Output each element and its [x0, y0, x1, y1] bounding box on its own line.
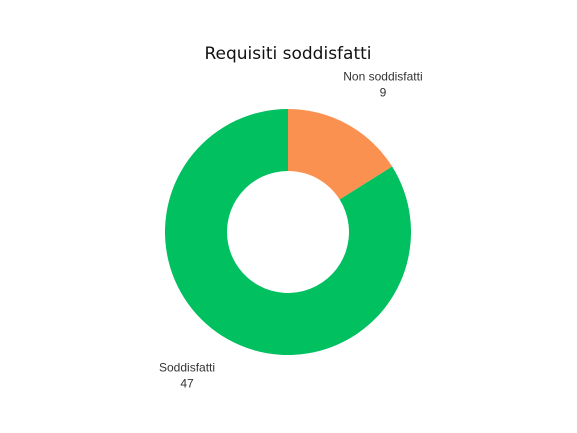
slice-labels: Non soddisfatti 9 Soddisfatti 47 — [159, 69, 423, 390]
slice-label-1: Soddisfatti — [159, 361, 215, 375]
donut-slices — [164, 109, 411, 355]
slice-value-0: 9 — [380, 85, 387, 99]
slice-value-1: 47 — [180, 377, 194, 391]
slice-label-0: Non soddisfatti — [343, 69, 422, 83]
chart-title: Requisiti soddisfatti — [204, 44, 371, 64]
slice-1 — [164, 109, 411, 355]
slice-0 — [288, 109, 393, 200]
